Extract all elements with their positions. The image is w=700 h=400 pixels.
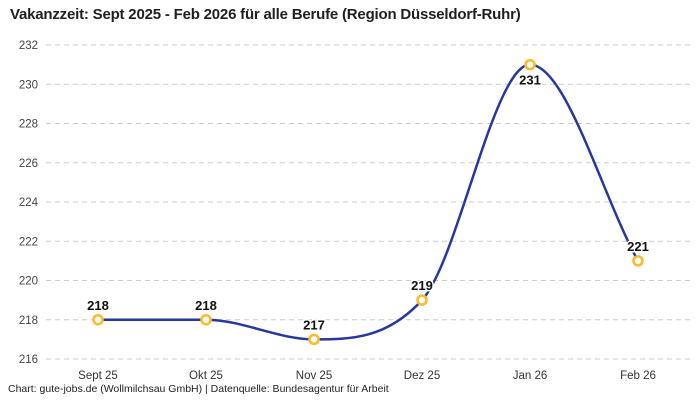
x-tick-label: Jan 26 <box>513 370 548 382</box>
x-tick-label: Okt 25 <box>189 370 223 382</box>
x-tick-label: Sept 25 <box>78 370 118 382</box>
y-tick-label: 218 <box>19 315 38 327</box>
x-tick-label: Nov 25 <box>296 370 332 382</box>
chart-title: Vakanzzeit: Sept 2025 - Feb 2026 für all… <box>10 6 521 23</box>
y-tick-label: 224 <box>19 197 39 209</box>
x-tick-label: Dez 25 <box>404 370 440 382</box>
y-tick-label: 220 <box>19 276 38 288</box>
y-tick-label: 216 <box>19 354 38 366</box>
data-point-label: 231 <box>519 73 541 88</box>
data-point-marker <box>416 294 428 306</box>
data-point-label: 217 <box>303 317 325 332</box>
gridlines-layer <box>46 44 691 360</box>
data-point-label: 221 <box>627 239 649 254</box>
data-point-marker <box>632 255 644 267</box>
data-point-marker <box>92 313 104 326</box>
data-point-marker <box>524 58 536 71</box>
axis-labels-layer: 216 218 220 222 224 226 228 230 232 Sept 25 Okt 25… <box>19 40 656 382</box>
series-line-path <box>96 63 640 341</box>
chart-attribution: Chart: gute-jobs.de (Wollmilchsau GmbH) … <box>8 383 389 395</box>
y-tick-label: 232 <box>19 40 38 52</box>
y-tick-label: 228 <box>19 119 38 131</box>
value-labels-layer: 218 218 217 219 231 221 <box>86 71 651 334</box>
line-series-layer <box>92 58 644 346</box>
data-point-label: 218 <box>87 298 109 313</box>
data-point-label: 219 <box>411 278 433 293</box>
y-tick-label: 230 <box>19 79 38 91</box>
y-tick-label: 226 <box>19 158 38 170</box>
y-tick-label: 222 <box>19 236 38 248</box>
x-tick-label: Feb 26 <box>620 370 656 382</box>
data-point-label: 218 <box>195 298 217 313</box>
data-point-marker <box>200 313 212 326</box>
data-point-marker <box>308 333 320 346</box>
